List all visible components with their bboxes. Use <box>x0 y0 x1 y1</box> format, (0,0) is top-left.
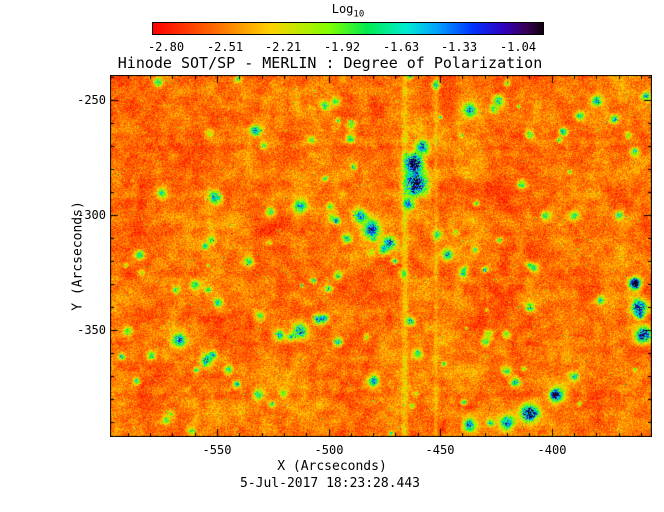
observation-timestamp: 5-Jul-2017 18:23:28.443 <box>239 476 421 491</box>
colorbar-title: Log10 <box>332 2 365 19</box>
x-axis-title: X (Arcseconds) <box>277 459 387 474</box>
x-tick-label: -550 <box>202 443 232 457</box>
colorbar-gradient <box>152 22 544 35</box>
y-tick-label: -350 <box>77 323 106 337</box>
x-tick-label: -500 <box>314 443 344 457</box>
colorbar-tick-label: -1.92 <box>323 40 361 54</box>
colorbar-tick-label: -1.63 <box>382 40 420 54</box>
plot-area <box>110 75 652 437</box>
plot-title: Hinode SOT/SP - MERLIN : Degree of Polar… <box>117 54 543 72</box>
colorbar-tick-label: -1.04 <box>499 40 537 54</box>
colorbar-tick-label: -2.80 <box>147 40 185 54</box>
y-tick-label: -250 <box>77 93 106 107</box>
colorbar-title-main: Log <box>331 2 354 16</box>
x-tick-label: -400 <box>537 443 567 457</box>
colorbar-tick-label: -1.33 <box>440 40 478 54</box>
colorbar-tick-label: -2.21 <box>264 40 302 54</box>
x-tick-label: -450 <box>425 443 455 457</box>
colorbar-title-sub: 10 <box>353 9 365 20</box>
colorbar-tick-label: -2.51 <box>206 40 244 54</box>
heatmap-canvas <box>110 75 652 437</box>
y-tick-label: -300 <box>77 208 106 222</box>
